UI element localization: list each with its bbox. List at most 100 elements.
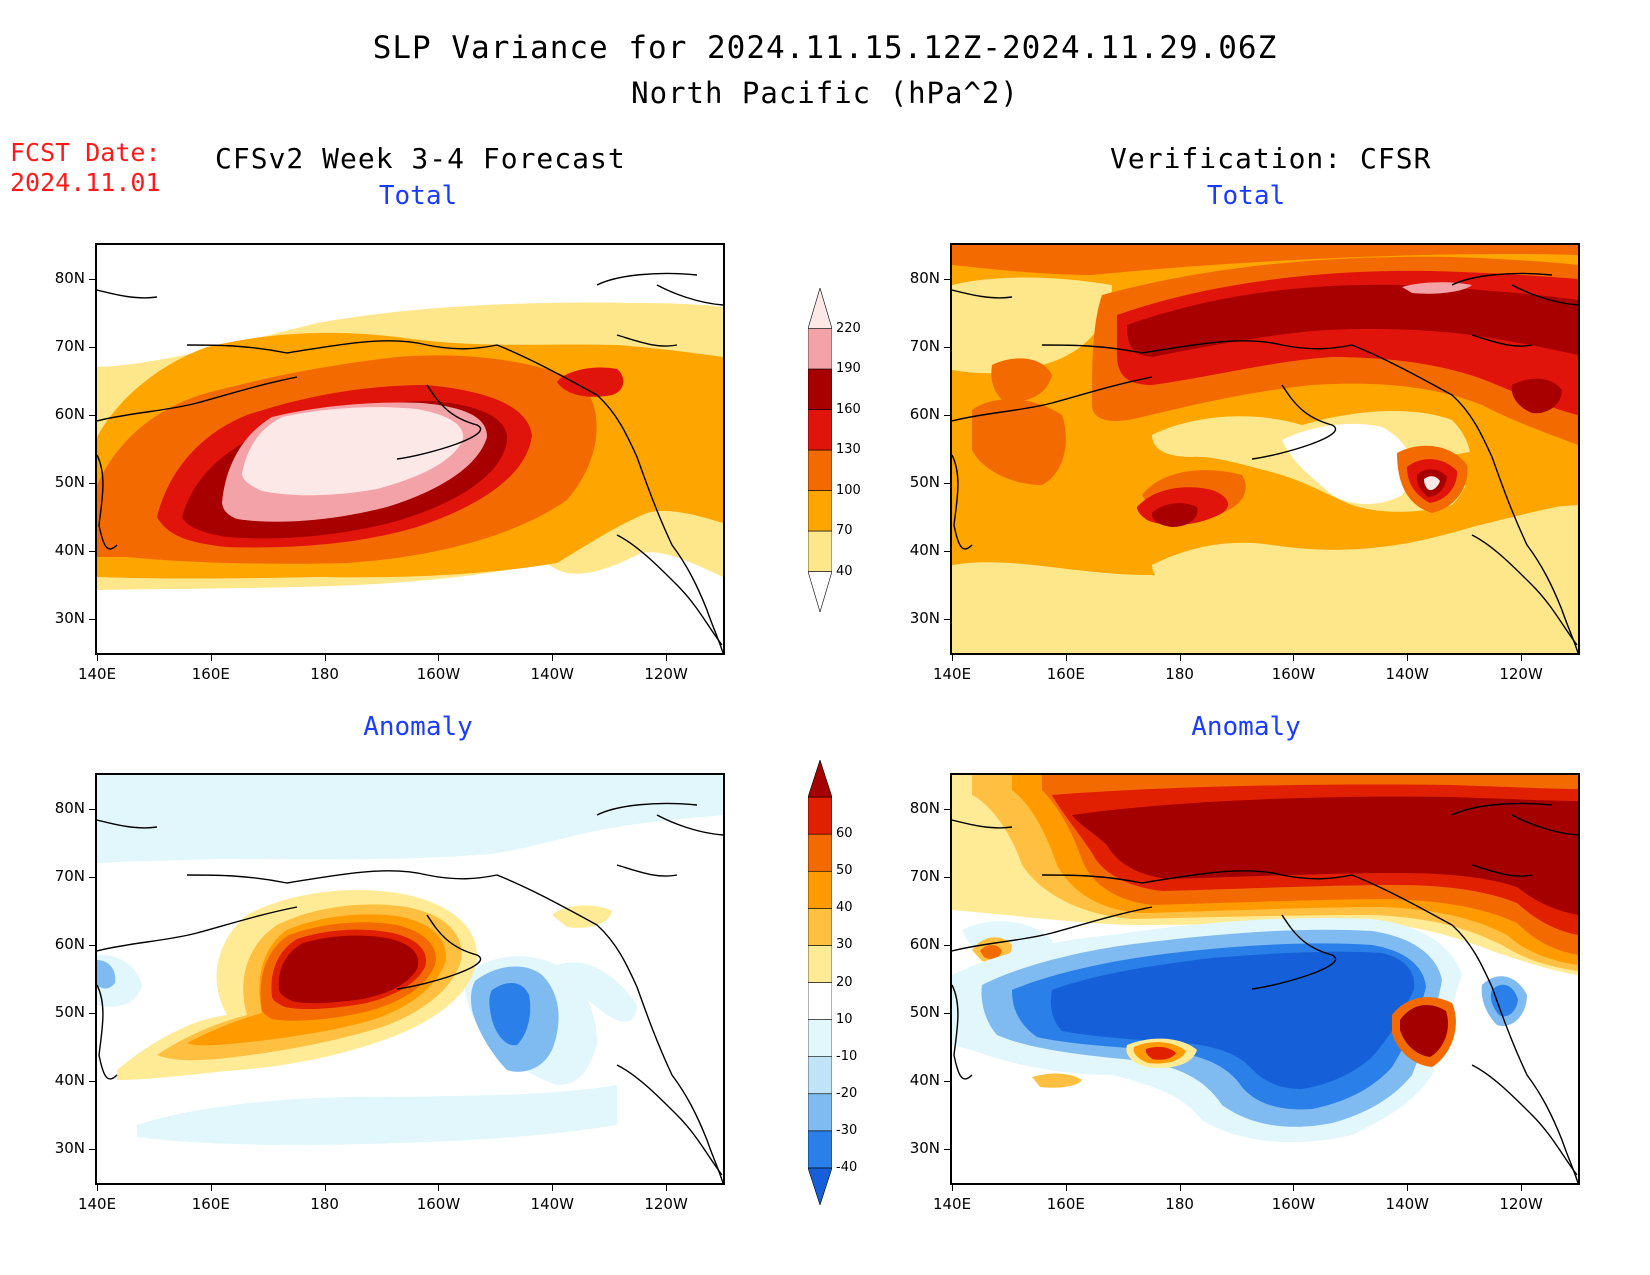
colorbar-label: 10 [836,1011,853,1027]
lon-label: 160W [1271,665,1316,683]
lat-label: 40N [54,541,85,559]
colorbar-swatch [808,1019,832,1057]
forecast-total-field [97,245,723,653]
colorbar-label: 130 [836,442,861,457]
lon-tick [1407,1185,1409,1191]
lon-tick [97,655,98,661]
lon-label: 180 [310,665,339,683]
colorbar-label: 40 [836,900,853,916]
lat-tick [944,279,950,280]
colorbar-label: -40 [836,1159,858,1175]
colorbar-swatch [808,1130,832,1169]
lat-label: 40N [909,541,940,559]
colorbar-total [808,288,832,612]
lon-label: 180 [1165,665,1194,683]
colorbar-swatch [808,1167,832,1205]
lat-tick [89,809,95,810]
panel-title-verification-total: Total [1206,181,1286,211]
lon-tick [1521,655,1523,661]
lat-label: 30N [54,609,85,627]
lat-tick [944,619,950,620]
lat-label: 60N [909,935,940,953]
lat-tick [89,877,95,878]
lon-tick [1179,1185,1181,1191]
lon-label: 180 [1165,1195,1194,1213]
lon-label: 140E [77,1195,117,1213]
lat-label: 50N [909,473,940,491]
lon-tick [210,655,212,661]
colorbar-label: 190 [836,361,861,376]
lat-label: 30N [909,1139,940,1157]
lon-label: 140W [1385,1195,1429,1213]
map-panel-forecast-total [95,243,725,655]
lon-label: 120W [644,1195,688,1213]
panel-title-forecast-total: Total [378,181,458,211]
colorbar-swatch [808,368,832,410]
lon-tick [97,1185,98,1191]
lon-label: 140E [932,1195,972,1213]
lon-tick [952,655,953,661]
lat-tick [89,619,95,620]
lon-tick [324,655,326,661]
lat-tick [944,483,950,484]
lon-tick [1065,655,1067,661]
lon-label: 140E [77,665,117,683]
colorbar-label: -20 [836,1085,858,1101]
lon-label: 120W [644,665,688,683]
lon-tick [1521,1185,1523,1191]
colorbar-label: 220 [836,320,861,336]
lon-tick [1293,655,1295,661]
colorbar-swatch [808,288,832,329]
colorbar-label: 160 [836,401,861,417]
colorbar-label: 30 [836,937,853,953]
verification-total-field [952,245,1578,653]
lon-label: 180 [310,1195,339,1213]
colorbar-swatch [808,1056,832,1095]
lat-label: 50N [54,1003,85,1021]
lat-tick [944,347,950,348]
colorbar-label: 60 [836,826,853,842]
lon-tick [952,1185,953,1191]
colorbar-swatch [808,328,832,370]
lon-tick [1065,1185,1067,1191]
lon-label: 140W [530,1195,574,1213]
lat-label: 40N [54,1071,85,1089]
lon-tick [1293,1185,1295,1191]
lon-label: 140W [530,665,574,683]
lon-label: 160E [191,1195,230,1213]
lon-label: 120W [1499,1195,1543,1213]
map-panel-verification-total [950,243,1580,655]
colorbar-swatch [808,945,832,983]
map-panel-verification-anomaly [950,773,1580,1185]
lat-tick [944,1081,950,1082]
lat-label: 60N [909,405,940,423]
colorbar-swatch [808,982,832,1020]
lon-tick [552,1185,554,1191]
colorbar-swatch [808,796,832,835]
lon-tick [666,655,668,661]
lon-tick [1407,655,1409,661]
lat-tick [89,551,95,552]
lon-tick [324,1185,326,1191]
colorbar-swatch [808,760,832,798]
lat-tick [89,415,95,416]
lat-label: 60N [54,935,85,953]
lon-label: 160W [1271,1195,1316,1213]
lat-tick [89,1081,95,1082]
lat-label: 80N [54,799,85,817]
lat-tick [89,1149,95,1150]
lat-tick [89,279,95,280]
colorbar-swatch [808,833,832,872]
lat-label: 30N [54,1139,85,1157]
lat-tick [89,347,95,348]
panel-title-forecast-anomaly: Anomaly [363,712,473,742]
lon-label: 160E [1046,1195,1085,1213]
colorbar-label: 50 [836,863,853,879]
lat-label: 70N [909,867,940,885]
forecast-anomaly-field [97,775,723,1183]
lat-tick [89,1013,95,1014]
lat-label: 70N [54,337,85,355]
colorbar-swatch [808,530,832,572]
lat-label: 80N [909,269,940,287]
lat-label: 80N [54,269,85,287]
